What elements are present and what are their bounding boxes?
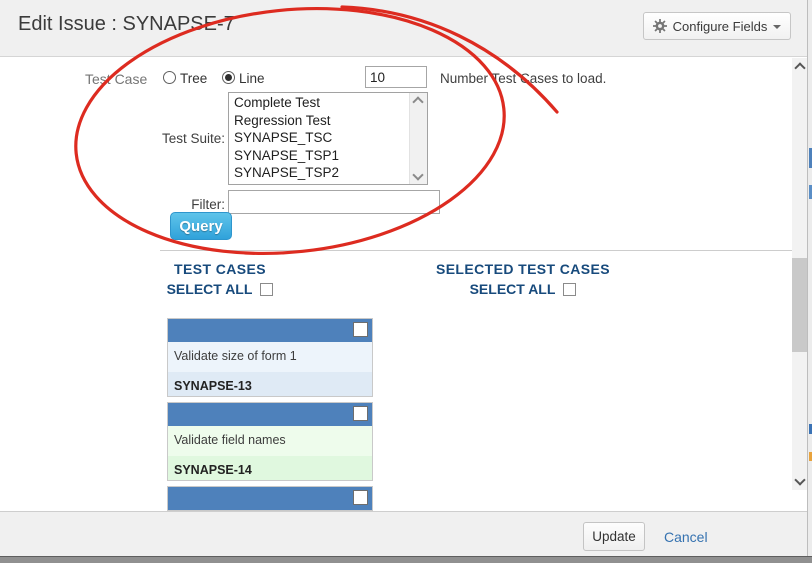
window-bottom-edge	[0, 556, 812, 563]
card-issue-key: SYNAPSE-13	[168, 372, 372, 396]
test-suite-select[interactable]: Complete Test Regression Test SYNAPSE_TS…	[228, 92, 428, 185]
scroll-up-icon[interactable]	[412, 96, 424, 108]
section-divider	[160, 250, 792, 251]
page-scrollbar[interactable]	[792, 58, 807, 490]
card-header[interactable]	[168, 403, 372, 426]
test-case-list: Validate size of form 1 SYNAPSE-13 Valid…	[167, 318, 373, 516]
select-scrollbar[interactable]	[409, 93, 427, 184]
test-suite-option[interactable]: SYNAPSE_TSP1	[234, 147, 340, 163]
card-header[interactable]	[168, 319, 372, 342]
available-select-all-label: SELECT ALL	[166, 281, 253, 297]
window-right-edge	[807, 0, 812, 556]
configure-fields-button[interactable]: Configure Fields	[643, 12, 791, 40]
radio-line[interactable]	[222, 71, 235, 84]
dialog-title: Edit Issue : SYNAPSE-7	[18, 13, 235, 35]
card-checkbox[interactable]	[353, 490, 368, 505]
card-summary: Validate field names	[168, 426, 372, 456]
selected-select-all-label: SELECT ALL	[469, 281, 556, 297]
configure-fields-label: Configure Fields	[672, 18, 768, 34]
scrollbar-down-icon[interactable]	[794, 474, 806, 486]
chevron-down-icon	[773, 24, 782, 29]
scrollbar-up-icon[interactable]	[794, 62, 806, 74]
test-case-label: Test Case	[85, 71, 148, 87]
radio-tree[interactable]	[163, 71, 176, 84]
card-header[interactable]	[168, 487, 372, 510]
cancel-link[interactable]: Cancel	[664, 529, 708, 545]
filter-input[interactable]	[228, 190, 440, 214]
selected-column-title: SELECTED TEST CASES	[435, 261, 611, 277]
test-suite-options: Complete Test Regression Test SYNAPSE_TS…	[229, 94, 410, 182]
selected-column-header: SELECTED TEST CASES SELECT ALL	[412, 261, 634, 297]
page-behind-fragment	[809, 424, 812, 434]
page-behind-fragment	[809, 148, 812, 168]
query-button[interactable]: Query	[170, 212, 232, 240]
scrollbar-thumb[interactable]	[792, 258, 807, 352]
dialog-header: Edit Issue : SYNAPSE-7 Configure Fields	[0, 0, 807, 57]
test-suite-option[interactable]: Complete Test	[234, 95, 321, 110]
card-issue-key: SYNAPSE-14	[168, 456, 372, 480]
radio-tree-label[interactable]: Tree	[180, 71, 208, 86]
radio-line-label[interactable]: Line	[239, 71, 265, 86]
scroll-down-icon[interactable]	[412, 169, 424, 181]
dialog-footer: Update Cancel	[0, 511, 807, 557]
available-column-header: TEST CASES SELECT ALL	[120, 261, 320, 297]
available-column-title: TEST CASES	[174, 261, 266, 277]
test-suite-option[interactable]: Regression Test	[234, 112, 331, 128]
page-behind-fragment	[809, 452, 812, 461]
test-suite-option[interactable]: SYNAPSE_TSP2	[234, 165, 340, 181]
card-summary: Validate size of form 1	[168, 342, 372, 372]
test-case-card[interactable]: Validate size of form 1 SYNAPSE-13	[167, 318, 373, 397]
card-checkbox[interactable]	[353, 406, 368, 421]
available-select-all-checkbox[interactable]	[260, 282, 274, 296]
test-suite-option[interactable]: SYNAPSE_TSC	[234, 130, 333, 146]
gear-icon	[652, 19, 667, 33]
filter-label: Filter:	[191, 197, 225, 212]
card-checkbox[interactable]	[353, 322, 368, 337]
update-button[interactable]: Update	[583, 522, 645, 551]
selected-select-all-checkbox[interactable]	[563, 282, 577, 296]
test-suite-label: Test Suite:	[161, 131, 225, 146]
test-case-card[interactable]: Validate field names SYNAPSE-14	[167, 402, 373, 481]
num-test-cases-input[interactable]	[365, 66, 427, 88]
test-case-card[interactable]	[167, 486, 373, 511]
page-behind-fragment	[809, 185, 812, 199]
num-test-cases-hint: Number Test Cases to load.	[440, 71, 607, 86]
